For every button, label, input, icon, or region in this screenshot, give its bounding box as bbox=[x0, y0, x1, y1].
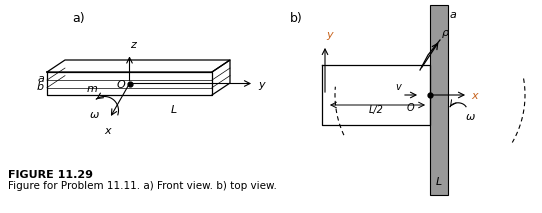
Text: m: m bbox=[87, 83, 98, 94]
Text: z: z bbox=[131, 40, 137, 50]
Text: L/2: L/2 bbox=[369, 105, 383, 115]
Text: ω: ω bbox=[466, 112, 475, 122]
Text: y: y bbox=[258, 79, 264, 89]
Text: a): a) bbox=[72, 12, 85, 25]
Text: y: y bbox=[326, 30, 333, 40]
Text: ω: ω bbox=[90, 111, 99, 121]
Text: a: a bbox=[37, 74, 44, 84]
Text: x: x bbox=[471, 91, 478, 101]
Text: O: O bbox=[117, 79, 126, 89]
Text: b: b bbox=[37, 82, 44, 92]
Text: O: O bbox=[406, 103, 414, 113]
Text: v: v bbox=[395, 82, 401, 92]
Text: ρ: ρ bbox=[442, 28, 449, 38]
Text: FIGURE 11.29: FIGURE 11.29 bbox=[8, 170, 93, 180]
Text: a: a bbox=[450, 10, 457, 20]
Bar bbox=[430, 5, 448, 195]
Text: L: L bbox=[171, 105, 177, 115]
Text: x: x bbox=[104, 127, 111, 137]
Text: b): b) bbox=[290, 12, 303, 25]
Text: Figure for Problem 11.11. a) Front view. b) top view.: Figure for Problem 11.11. a) Front view.… bbox=[8, 181, 277, 191]
Text: L: L bbox=[436, 177, 442, 187]
